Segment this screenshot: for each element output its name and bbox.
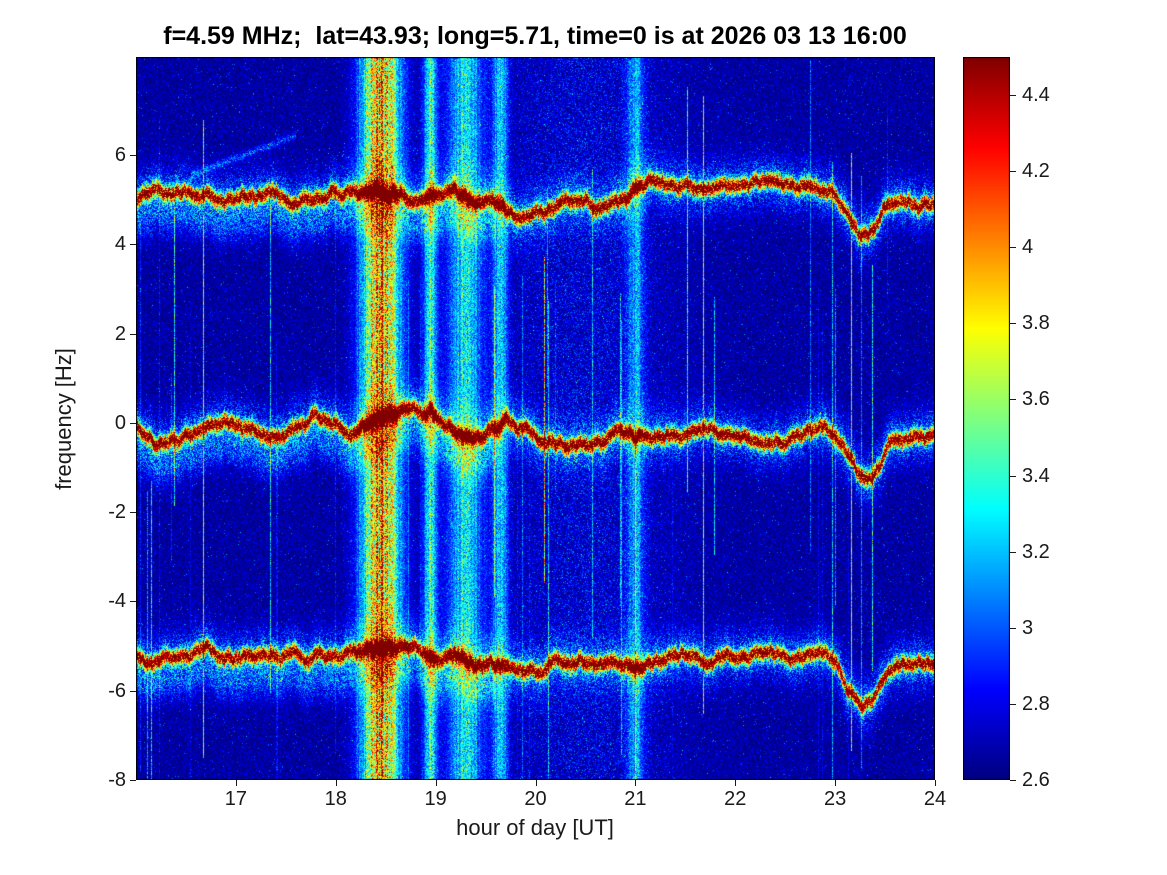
y-tick — [130, 690, 136, 692]
colorbar-tick-label: 4.4 — [1022, 84, 1050, 107]
colorbar-tick — [1010, 171, 1016, 173]
colorbar-tick-label: 3.6 — [1022, 388, 1050, 411]
y-tick — [130, 512, 136, 514]
colorbar-tick — [1010, 627, 1016, 629]
chart-title: f=4.59 MHz; lat=43.93; long=5.71, time=0… — [163, 22, 907, 50]
y-tick-label: 2 — [114, 322, 126, 345]
colorbar-tick — [1010, 780, 1016, 781]
y-tick — [130, 780, 136, 781]
x-tick — [435, 780, 437, 786]
colorbar-tick-label: 2.8 — [1022, 692, 1050, 715]
colorbar-tick-label: 3 — [1022, 616, 1034, 639]
x-tick — [235, 780, 237, 786]
x-tick — [935, 780, 936, 786]
x-tick-label: 23 — [824, 788, 847, 810]
x-axis-label: hour of day [UT] — [456, 815, 614, 840]
colorbar-tick-label: 3.2 — [1022, 540, 1050, 563]
y-tick — [130, 244, 136, 246]
colorbar-tick — [1010, 95, 1016, 97]
x-tick-label: 17 — [224, 788, 247, 810]
y-tick-label: 6 — [114, 144, 126, 167]
y-tick-label: 0 — [114, 411, 126, 434]
colorbar-tick — [1010, 323, 1016, 325]
colorbar-tick — [1010, 475, 1016, 477]
colorbar-tick-label: 4 — [1022, 236, 1034, 259]
x-tick — [835, 780, 837, 786]
y-tick — [130, 601, 136, 603]
x-tick-label: 19 — [424, 788, 447, 810]
x-tick — [335, 780, 337, 786]
y-tick — [130, 422, 136, 424]
y-tick-label: 4 — [114, 233, 126, 256]
x-tick-label: 18 — [324, 788, 347, 810]
y-tick — [130, 155, 136, 157]
colorbar-tick — [1010, 399, 1016, 401]
spectrogram-heatmap — [136, 57, 935, 780]
colorbar-tick — [1010, 551, 1016, 553]
y-tick-label: -2 — [108, 501, 126, 524]
x-tick-label: 22 — [724, 788, 747, 810]
colorbar — [963, 57, 1010, 780]
colorbar-tick-label: 3.4 — [1022, 464, 1050, 487]
y-tick-label: -4 — [108, 590, 126, 613]
x-tick-label: 24 — [923, 788, 947, 810]
y-tick — [130, 333, 136, 335]
colorbar-tick-label: 3.8 — [1022, 312, 1050, 335]
colorbar-tick — [1010, 247, 1016, 249]
x-tick — [735, 780, 737, 786]
x-tick-label: 21 — [624, 788, 647, 810]
colorbar-tick-label: 2.6 — [1022, 769, 1050, 791]
y-tick-label: -6 — [108, 679, 126, 702]
y-tick-label: -8 — [108, 769, 126, 791]
colorbar-tick-label: 4.2 — [1022, 160, 1050, 183]
x-tick-label: 20 — [524, 788, 547, 810]
colorbar-tick — [1010, 703, 1016, 705]
x-tick — [535, 780, 537, 786]
x-tick — [635, 780, 637, 786]
